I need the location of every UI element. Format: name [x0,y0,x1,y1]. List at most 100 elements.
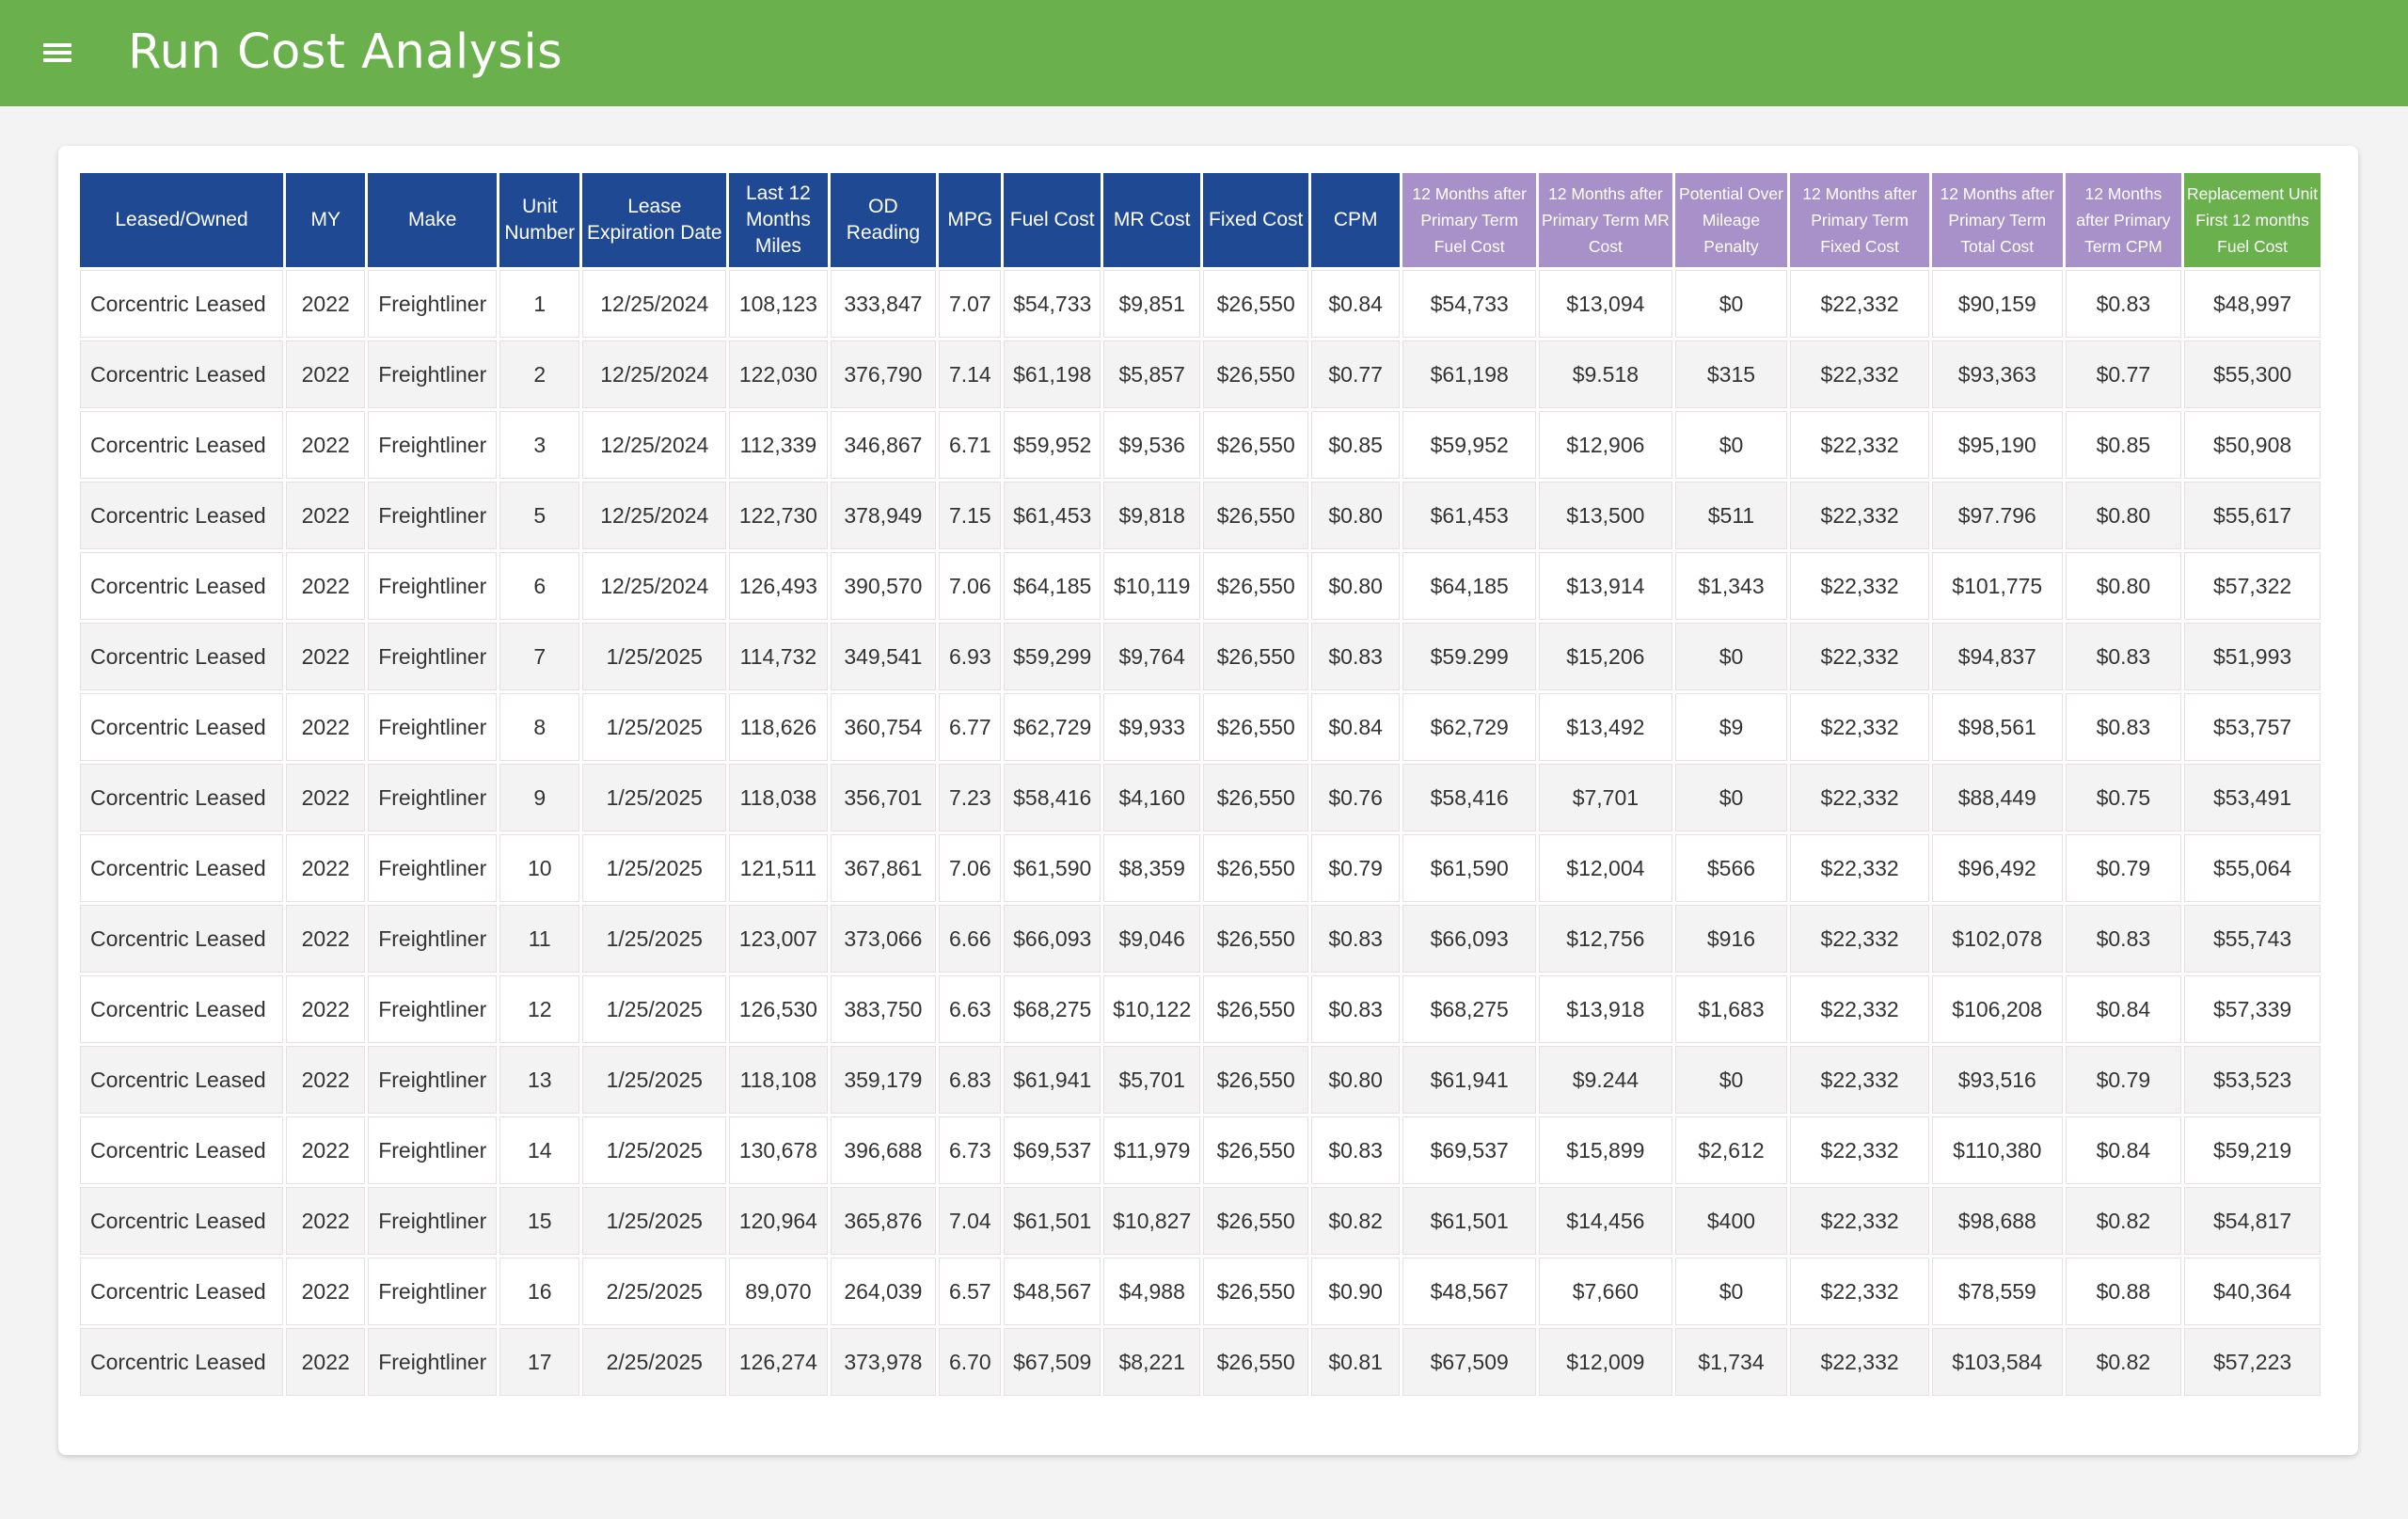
column-header[interactable]: Lease Expiration Date [582,173,727,267]
table-cell: 2022 [286,834,366,902]
table-cell: 376,790 [830,340,937,408]
table-cell: $22,332 [1790,1187,1929,1255]
table-cell: $64,185 [1402,552,1537,620]
table-cell: Freightliner [368,623,498,690]
table-cell: $9.518 [1539,340,1672,408]
table-row[interactable]: Corcentric Leased 2022 Freightliner 1 12/25/… [80,270,2321,338]
table-cell: 3 [499,411,580,479]
table-cell: $9,818 [1102,482,1201,549]
table-cell: $61,453 [1004,482,1101,549]
table-cell: 1/25/2025 [582,1046,727,1114]
table-cell: $0.83 [1310,905,1401,973]
table-row[interactable]: Corcentric Leased 2022 Freightliner 13 1/25/… [80,1046,2321,1114]
table-row[interactable]: Corcentric Leased 2022 Freightliner 7 1/25/2… [80,623,2321,690]
column-header[interactable]: OD Reading [830,173,937,267]
table-cell: Freightliner [368,1187,498,1255]
table-cell: $4,160 [1102,764,1201,831]
table-cell: $26,550 [1203,552,1308,620]
table-cell: $68,275 [1402,975,1537,1043]
column-header[interactable]: 12 Months after Primary Term MR Cost [1539,173,1672,267]
table-cell: $0.82 [2065,1187,2182,1255]
table-row[interactable]: Corcentric Leased 2022 Freightliner 16 2/25/… [80,1258,2321,1325]
table-cell: $9,764 [1102,623,1201,690]
table-cell: $13,094 [1539,270,1672,338]
table-cell: $64,185 [1004,552,1101,620]
table-cell: $57,339 [2184,975,2321,1043]
column-header[interactable]: MY [286,173,366,267]
column-header[interactable]: 12 Months after Primary Term Total Cost [1931,173,2063,267]
table-cell: 10 [499,834,580,902]
column-header[interactable]: Last 12 Months Miles [729,173,828,267]
table-cell: $59,952 [1004,411,1101,479]
table-cell: $102,078 [1931,905,2063,973]
table-cell: $14,456 [1539,1187,1672,1255]
table-cell: 396,688 [830,1116,937,1184]
table-row[interactable]: Corcentric Leased 2022 Freightliner 14 1/25/… [80,1116,2321,1184]
table-row[interactable]: Corcentric Leased 2022 Freightliner 3 12/25/… [80,411,2321,479]
table-cell: $59,219 [2184,1116,2321,1184]
table-cell: $0 [1674,1258,1788,1325]
table-cell: $5,857 [1102,340,1201,408]
table-row[interactable]: Corcentric Leased 2022 Freightliner 10 1/25/… [80,834,2321,902]
table-cell: $54,733 [1402,270,1537,338]
table-cell: 2022 [286,270,366,338]
table-cell: $13,500 [1539,482,1672,549]
table-cell: $66,093 [1004,905,1101,973]
table-cell: $0 [1674,764,1788,831]
table-row[interactable]: Corcentric Leased 2022 Freightliner 17 2/25/… [80,1328,2321,1396]
table-cell: $54,817 [2184,1187,2321,1255]
table-cell: 12/25/2024 [582,482,727,549]
column-header[interactable]: 12 Months after Primary Term CPM [2065,173,2182,267]
table-cell: $26,550 [1203,1046,1308,1114]
table-row[interactable]: Corcentric Leased 2022 Freightliner 9 1/25/2… [80,764,2321,831]
table-cell: 12/25/2024 [582,411,727,479]
column-header[interactable]: 12 Months after Primary Term Fuel Cost [1402,173,1537,267]
table-cell: 126,530 [729,975,828,1043]
table-cell: 6.71 [939,411,1002,479]
table-cell: Corcentric Leased [80,693,284,761]
table-row[interactable]: Corcentric Leased 2022 Freightliner 2 12/25/… [80,340,2321,408]
column-header[interactable]: Leased/Owned [80,173,284,267]
table-cell: $59,299 [1004,623,1101,690]
table-cell: $22,332 [1790,764,1929,831]
column-header[interactable]: Potential Over Mileage Penalty [1674,173,1788,267]
table-cell: 349,541 [830,623,937,690]
table-row[interactable]: Corcentric Leased 2022 Freightliner 11 1/25/… [80,905,2321,973]
column-header[interactable]: Replacement Unit First 12 months Fuel Co… [2184,173,2321,267]
column-header[interactable]: MR Cost [1102,173,1201,267]
table-cell: $400 [1674,1187,1788,1255]
table-cell: 264,039 [830,1258,937,1325]
table-cell: $62,729 [1004,693,1101,761]
column-header[interactable]: CPM [1310,173,1401,267]
table-cell: Freightliner [368,1258,498,1325]
column-header[interactable]: Fixed Cost [1203,173,1308,267]
table-cell: 126,493 [729,552,828,620]
table-cell: $54,733 [1004,270,1101,338]
column-header[interactable]: Unit Number [499,173,580,267]
table-cell: $12,906 [1539,411,1672,479]
table-cell: Corcentric Leased [80,270,284,338]
column-header[interactable]: MPG [939,173,1002,267]
table-cell: $69,537 [1402,1116,1537,1184]
table-row[interactable]: Corcentric Leased 2022 Freightliner 12 1/25/… [80,975,2321,1043]
table-row[interactable]: Corcentric Leased 2022 Freightliner 5 12/25/… [80,482,2321,549]
table-cell: Freightliner [368,1046,498,1114]
table-cell: 126,274 [729,1328,828,1396]
table-cell: Corcentric Leased [80,482,284,549]
table-row[interactable]: Corcentric Leased 2022 Freightliner 6 12/25/… [80,552,2321,620]
table-cell: $7,660 [1539,1258,1672,1325]
column-header[interactable]: 12 Months after Primary Term Fixed Cost [1790,173,1929,267]
table-header-row: Leased/Owned MY Make Unit Number Lease Expir… [80,173,2321,267]
table-row[interactable]: Corcentric Leased 2022 Freightliner 15 1/25/… [80,1187,2321,1255]
table-cell: $0.84 [2065,975,2182,1043]
table-cell: $61,501 [1402,1187,1537,1255]
table-cell: $0.88 [2065,1258,2182,1325]
menu-icon[interactable] [40,38,79,68]
table-cell: $62,729 [1402,693,1537,761]
table-cell: $26,550 [1203,693,1308,761]
column-header[interactable]: Fuel Cost [1004,173,1101,267]
table-row[interactable]: Corcentric Leased 2022 Freightliner 8 1/25/2… [80,693,2321,761]
table-cell: $12,004 [1539,834,1672,902]
table-cell: $9 [1674,693,1788,761]
column-header[interactable]: Make [368,173,498,267]
